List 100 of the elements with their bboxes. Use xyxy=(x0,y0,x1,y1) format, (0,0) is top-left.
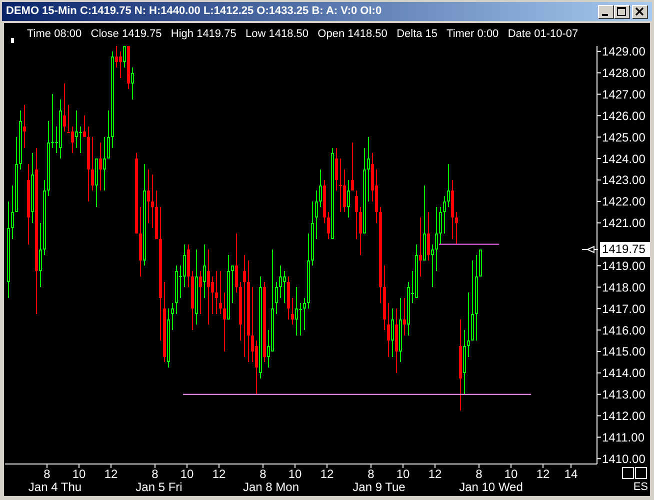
y-tick-label: 1416.00 xyxy=(602,323,646,338)
candlestick xyxy=(115,46,118,68)
chart-subtitle: Time 08:00 Close 1419.75 High 1419.75 Low 1418.50 Open 1418.50 Delta 15 Timer 0:00 Date 01-10-07 xyxy=(27,27,578,41)
x-tick-label: Jan 10 Wed xyxy=(459,480,523,494)
candlestick xyxy=(387,302,390,358)
candlestick xyxy=(99,142,102,192)
x-tick-label: 12 xyxy=(212,467,226,481)
candlestick xyxy=(338,158,342,213)
candlestick xyxy=(355,190,358,240)
candlestick xyxy=(351,142,354,192)
candlestick xyxy=(183,244,186,288)
candlestick xyxy=(91,136,94,192)
candlestick xyxy=(303,297,306,331)
candlestick xyxy=(78,126,82,154)
candlestick xyxy=(203,244,206,298)
candlestick xyxy=(147,168,150,224)
candlestick xyxy=(467,292,470,358)
candlestick xyxy=(83,115,86,138)
candlestick xyxy=(439,206,442,245)
y-tick-label: 1413.00 xyxy=(602,388,646,402)
candlestick xyxy=(359,206,362,256)
candlestick xyxy=(243,254,246,358)
x-tick-label: 8 xyxy=(44,467,51,481)
y-tick-label: 1415.00 xyxy=(602,344,646,359)
candlestick xyxy=(103,136,106,192)
candlestick xyxy=(279,265,282,298)
candlestick xyxy=(391,308,394,358)
candlestick xyxy=(231,265,234,304)
candlestick xyxy=(315,190,318,240)
candlestick xyxy=(131,66,134,100)
candlestick xyxy=(275,281,278,314)
candlestick xyxy=(39,222,42,288)
candlestick xyxy=(427,212,430,261)
candlestick xyxy=(335,147,338,192)
candlestick xyxy=(295,286,298,336)
x-tick-label: 14 xyxy=(564,467,578,481)
candlestick xyxy=(199,270,202,314)
candlestick xyxy=(343,168,346,213)
candlestick xyxy=(171,302,174,331)
y-tick-label: 1414.00 xyxy=(602,366,646,380)
x-tick-label: 10 xyxy=(504,467,518,481)
candlestick xyxy=(219,270,222,314)
x-tick-label: 12 xyxy=(320,467,334,481)
y-tick-label: 1423.00 xyxy=(602,173,646,188)
candlestick xyxy=(215,270,218,314)
y-tick-label: 1428.00 xyxy=(602,66,646,80)
candlestick xyxy=(431,244,434,288)
text: 1419.75 xyxy=(600,242,650,258)
candlestick xyxy=(119,50,122,79)
candlestick xyxy=(347,179,350,218)
candlestick xyxy=(11,184,14,240)
y-tick-label: 1425.00 xyxy=(602,130,646,144)
candlestick xyxy=(223,292,226,352)
candlestick xyxy=(107,110,110,160)
x-tick-label: 12 xyxy=(536,467,550,481)
x-tick-label: 10 xyxy=(288,467,302,481)
candlestick xyxy=(403,297,406,336)
candlestick xyxy=(235,233,238,294)
candlestick xyxy=(435,206,438,272)
x-tick-label: 8 xyxy=(476,467,483,481)
candlestick xyxy=(298,302,302,336)
y-tick-label: 1411.00 xyxy=(602,430,645,444)
x-tick-label: Jan 9 Tue xyxy=(352,480,406,494)
x-tick-label: 8 xyxy=(260,467,267,481)
x-tick-label: 10 xyxy=(396,467,410,481)
candlestick xyxy=(75,110,78,148)
candlestick xyxy=(447,163,450,208)
y-tick-label: 1418.00 xyxy=(602,280,646,294)
candlestick xyxy=(455,212,458,245)
x-tick-label: 12 xyxy=(428,467,442,481)
candlestick xyxy=(319,168,322,208)
x-tick-label: 12 xyxy=(104,467,118,481)
y-tick-label: 1417.00 xyxy=(602,302,646,316)
candlestick xyxy=(283,270,286,304)
candlestick xyxy=(291,297,294,326)
x-tick-label: 8 xyxy=(152,467,159,481)
candlestick xyxy=(207,249,210,326)
x-tick-label: Jan 4 Thu xyxy=(28,480,82,494)
y-tick-label: 1426.00 xyxy=(602,108,646,123)
candlestick xyxy=(71,126,74,154)
y-tick-label: 1424.00 xyxy=(602,152,646,166)
candlestick xyxy=(151,174,154,229)
candlestick xyxy=(63,83,66,132)
y-tick-label: 1429.00 xyxy=(602,44,646,59)
x-tick-label: Jan 5 Fri xyxy=(136,480,182,494)
y-tick-label: 1412.00 xyxy=(602,409,646,424)
chart-title: DEMO 15-Min C:1419.75 N: H:1440.00 L:1412.25 O:1433.25 B: A: V:0 OI:0 xyxy=(6,4,382,19)
candlestick xyxy=(123,46,126,68)
x-tick-label: 10 xyxy=(180,467,194,481)
x-tick-label: 8 xyxy=(368,467,375,481)
y-tick-label: 1427.00 xyxy=(602,87,646,102)
y-tick-label: 1422.00 xyxy=(602,194,646,209)
x-tick-label: Jan 8 Mon xyxy=(242,480,300,494)
text: ES xyxy=(633,481,648,494)
x-tick-label: 10 xyxy=(72,467,86,481)
candlestick xyxy=(23,104,26,148)
candlestick xyxy=(327,212,330,240)
y-tick-label: 1419.00 xyxy=(602,258,646,273)
candlestick xyxy=(367,136,370,202)
candlestick xyxy=(443,196,446,234)
